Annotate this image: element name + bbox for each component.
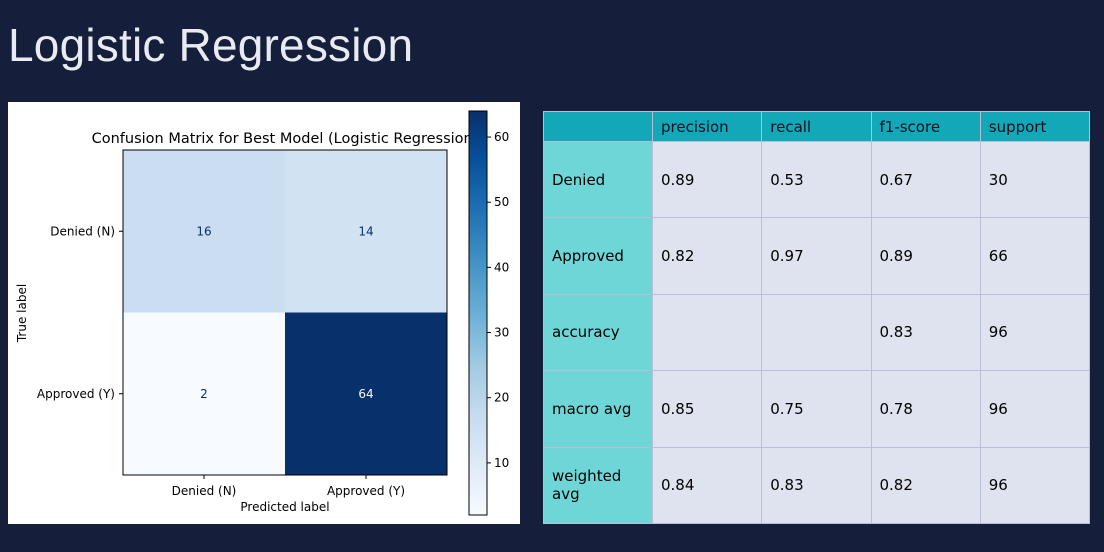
cell-support: 66 [979,217,1091,295]
cell-f1-score: 0.82 [870,446,981,525]
cell-precision: 0.82 [651,217,763,295]
table-row: weighted avg 0.84 0.83 0.82 96 [543,446,1091,525]
colorbar-tick-label: 30 [494,326,509,340]
slide-title: Logistic Regression [8,19,414,71]
matrix-cell [123,150,285,313]
table-row: Denied 0.89 0.53 0.67 30 [543,140,1091,219]
table-row: macro avg 0.85 0.75 0.78 96 [543,370,1091,448]
colorbar-tick-label: 20 [494,391,509,405]
matrix-cell [285,312,447,475]
x-axis-label: Predicted label [240,500,329,514]
cell-precision [651,293,763,372]
cell-f1-score: 0.78 [870,370,981,448]
cell-recall [761,293,872,372]
y-tick-label: Denied (N) [50,224,115,238]
cell-recall: 0.83 [761,446,872,525]
colorbar-tick-label: 50 [494,195,509,209]
matrix-cell [123,312,285,475]
classification-report-table: precision recall f1-score support Denied… [543,111,1091,525]
row-label: weighted avg [543,446,653,525]
x-tick-label: Denied (N) [172,484,237,498]
cell-f1-score: 0.89 [870,217,981,295]
table-header-row: precision recall f1-score support [543,111,1091,142]
cell-support: 30 [979,140,1091,219]
header-precision: precision [651,111,763,142]
cell-support: 96 [979,446,1091,525]
header-f1-score: f1-score [870,111,981,142]
cell-value-label: 2 [200,387,208,401]
cell-recall: 0.97 [761,217,872,295]
row-label: accuracy [543,293,653,372]
cell-precision: 0.89 [651,140,763,219]
confusion-matrix-figure: 16 14 2 64 Confusion Matrix for Best Model … [8,102,520,524]
cell-support: 96 [979,370,1091,448]
row-label: macro avg [543,370,653,448]
cell-value-label: 64 [358,387,373,401]
cell-recall: 0.53 [761,140,872,219]
cell-support: 96 [979,293,1091,372]
cell-recall: 0.75 [761,370,872,448]
y-axis-label: True label [15,284,29,343]
header-cell-blank [543,111,653,142]
cell-value-label: 16 [196,224,211,238]
cell-f1-score: 0.67 [870,140,981,219]
header-support: support [979,111,1091,142]
colorbar-tick-label: 10 [494,456,509,470]
row-label: Approved [543,217,653,295]
colorbar-tick-label: 40 [494,260,509,274]
x-tick-label: Approved (Y) [327,484,405,498]
row-label: Denied [543,140,653,219]
cell-f1-score: 0.83 [870,293,981,372]
matrix-frame [122,149,448,476]
chart-title: Confusion Matrix for Best Model (Logisti… [92,131,479,147]
cell-precision: 0.84 [651,446,763,525]
colorbar [468,110,488,516]
y-tick-label: Approved (Y) [37,387,115,401]
table-row: accuracy 0.83 96 [543,293,1091,372]
table-row: Approved 0.82 0.97 0.89 66 [543,217,1091,295]
colorbar-tick-label: 60 [494,130,509,144]
cell-precision: 0.85 [651,370,763,448]
matrix-cell [285,150,447,313]
cell-value-label: 14 [358,224,373,238]
header-recall: recall [761,111,872,142]
confusion-matrix-chart: 16 14 2 64 Confusion Matrix for Best Model … [15,110,509,516]
